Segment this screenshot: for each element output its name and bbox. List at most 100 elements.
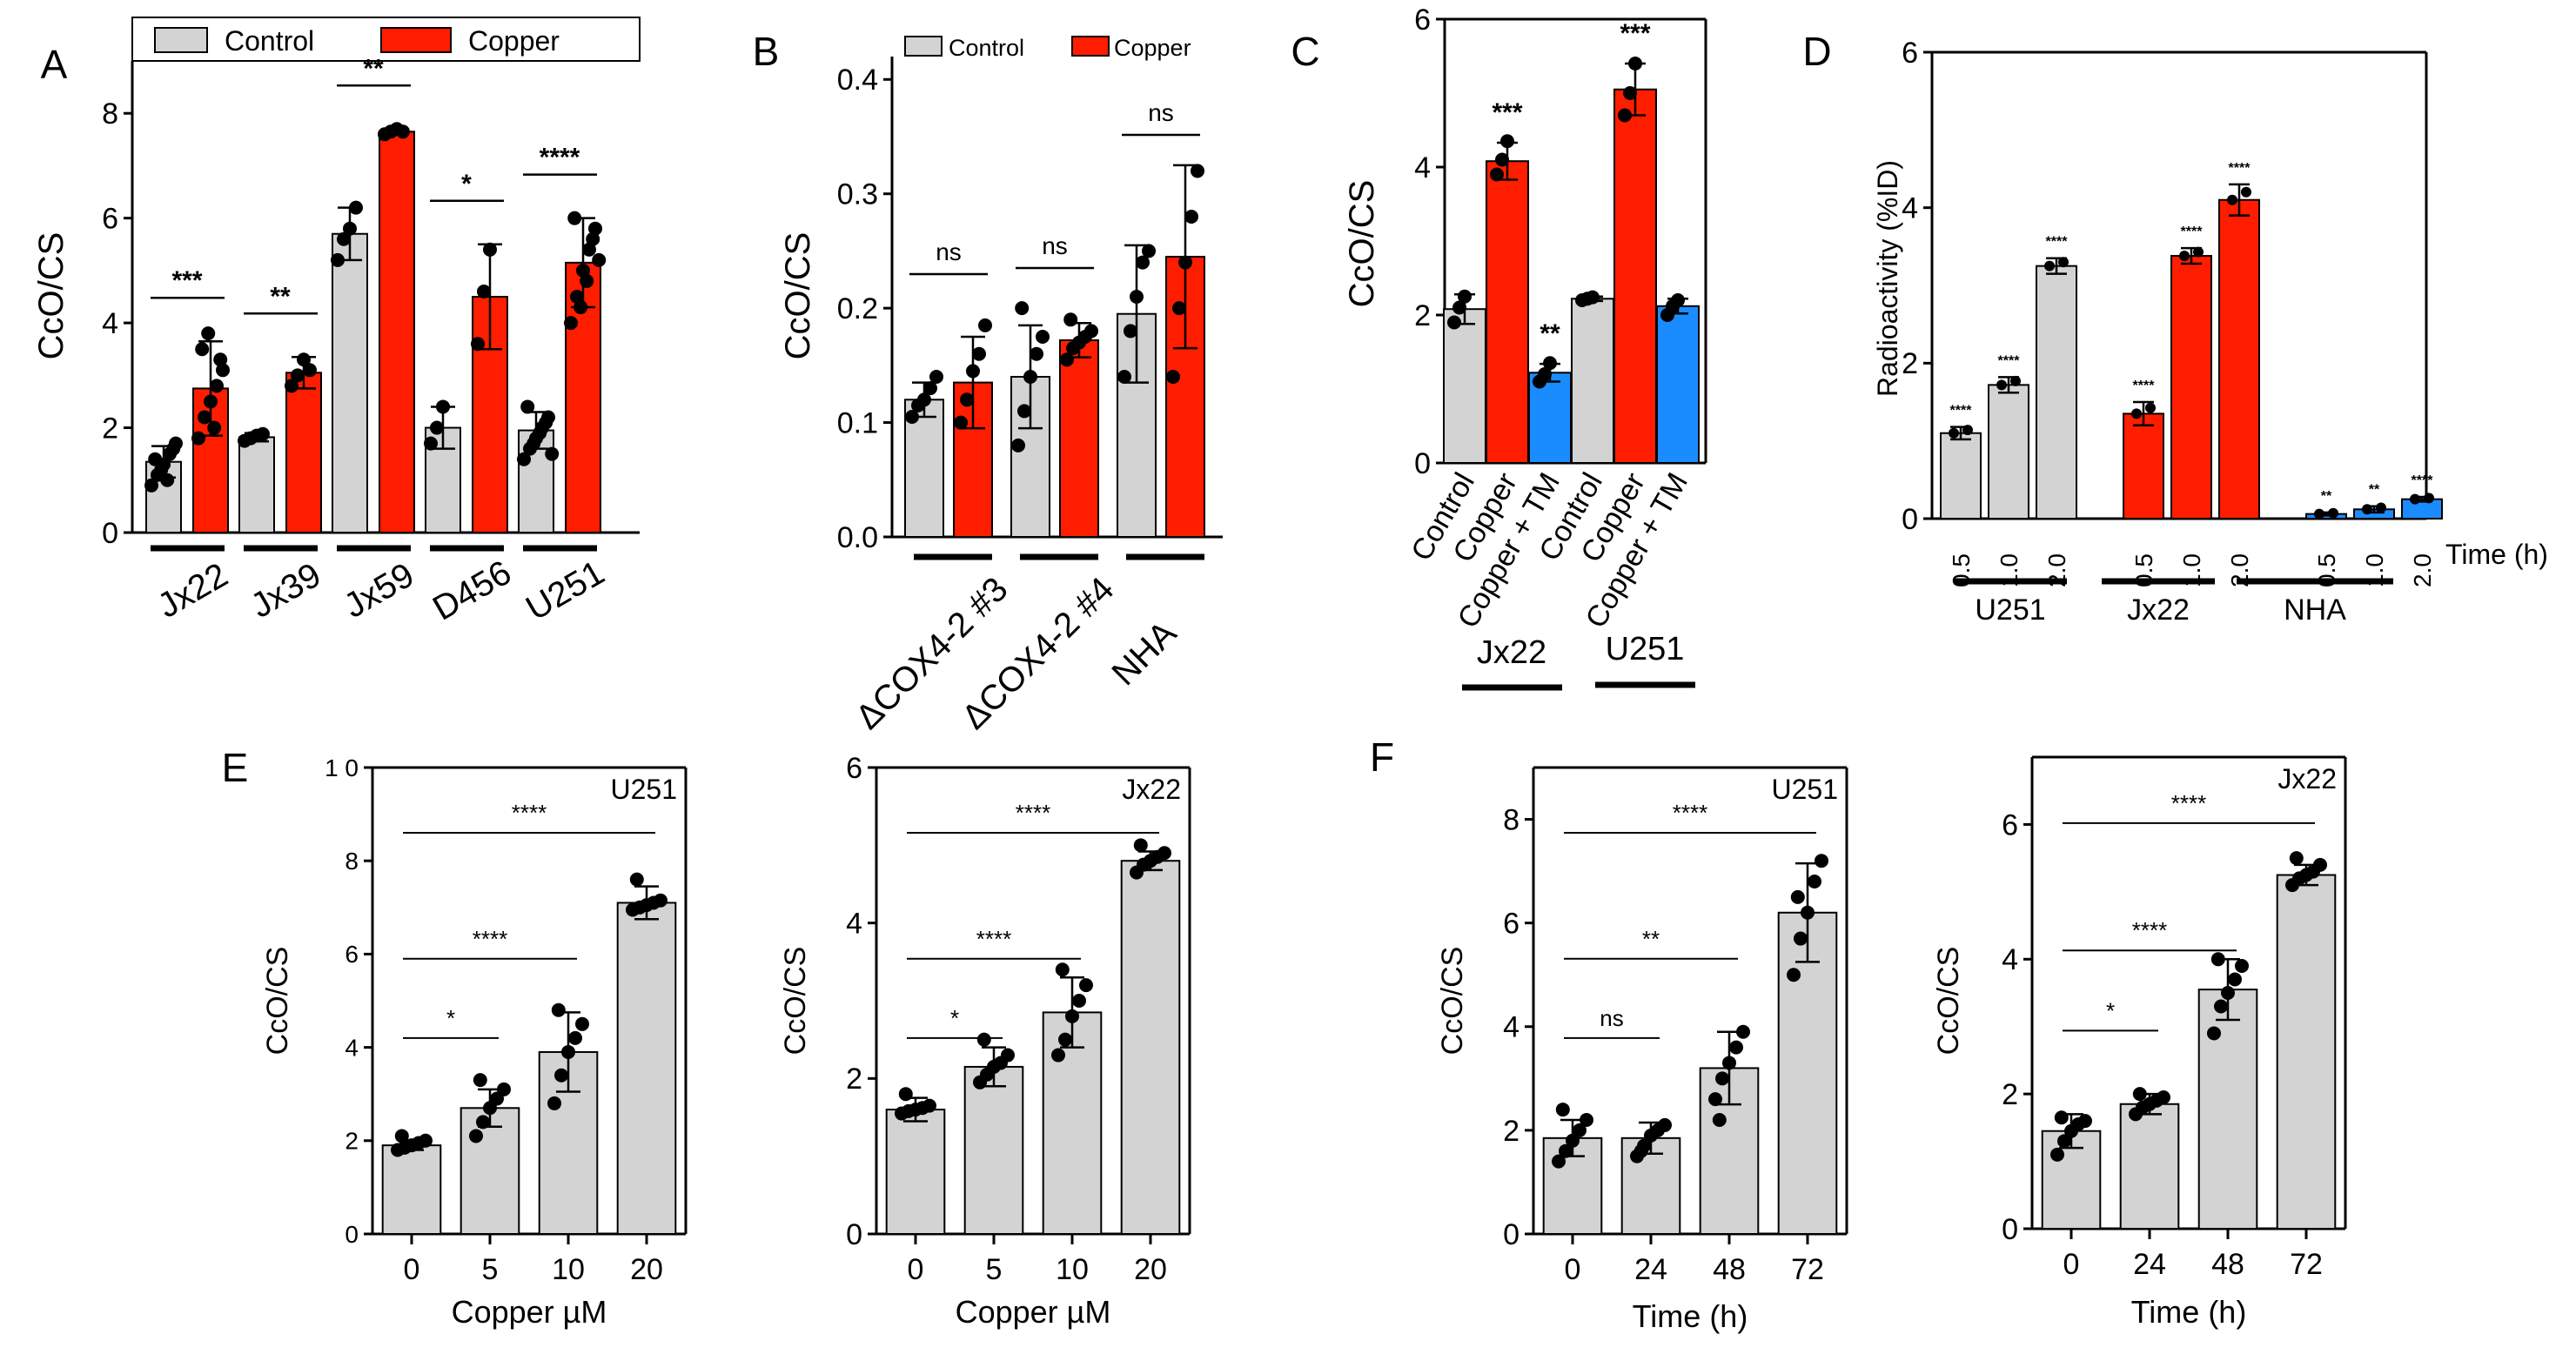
group-label: Jx22 (2127, 593, 2190, 627)
data-point (1580, 1112, 1593, 1127)
bar (381, 1144, 442, 1236)
data-point (629, 872, 644, 887)
significance-label: * (2106, 997, 2115, 1023)
y-tick-label: 4 (1902, 192, 1918, 225)
y-tick-label: 6 (345, 941, 359, 968)
data-point (148, 452, 163, 466)
x-tick-label: 10 (1056, 1253, 1089, 1286)
significance-label: **** (1016, 800, 1050, 826)
data-point (588, 221, 602, 236)
bar-control (1988, 384, 2029, 520)
y-tick-label: 2 (1902, 347, 1918, 380)
data-point (144, 478, 158, 493)
significance-label: ** (1642, 926, 1660, 952)
bar-copper (2170, 255, 2212, 520)
legend-label-copper: Copper (468, 25, 560, 57)
panel-label-e: E (222, 745, 249, 790)
significance-label: **** (2229, 161, 2251, 176)
significance-label: **** (2133, 379, 2156, 393)
data-point (1808, 875, 1821, 889)
y-axis-title: CcO/CS (779, 947, 812, 1056)
data-point (539, 415, 553, 430)
data-point (1736, 1024, 1750, 1039)
x-tick-label: 48 (2211, 1248, 2244, 1281)
y-tick-label: 2 (102, 412, 118, 445)
panel-label-d: D (1802, 29, 1831, 74)
data-point (1136, 255, 1150, 270)
x-tick-label: 72 (1791, 1253, 1824, 1286)
y-tick-label: 6 (1414, 3, 1431, 37)
bar-copper-tm (1528, 372, 1572, 464)
x-axis-title: Time (h) (2445, 539, 2548, 570)
bar-control (332, 232, 368, 533)
group-label: U251 (1975, 593, 2045, 627)
data-point (1790, 889, 1805, 904)
bar (2276, 874, 2337, 1230)
x-axis-title: Time (h) (1633, 1298, 1748, 1334)
data-point (1001, 1048, 1015, 1063)
y-tick-label: 6 (2002, 808, 2018, 841)
panel-label-a: A (41, 42, 68, 87)
group-label-jx22: Jx22 (1477, 634, 1546, 671)
data-point (1495, 152, 1509, 167)
y-tick-label: 6 (1902, 37, 1918, 70)
data-point (1815, 854, 1828, 868)
significance-label: **** (512, 800, 547, 826)
significance-label: **** (2181, 225, 2204, 239)
data-point (2157, 1090, 2170, 1105)
data-point (1015, 301, 1030, 316)
data-point (1142, 244, 1156, 258)
bar (885, 1109, 946, 1235)
data-point (476, 1115, 490, 1130)
data-point (1079, 978, 1093, 993)
data-point (1447, 315, 1461, 330)
panel-title: Jx22 (1122, 774, 1181, 805)
data-point (1452, 300, 1466, 315)
y-tick-label: 0.4 (837, 64, 878, 97)
data-point (1712, 1112, 1727, 1127)
data-point (978, 318, 992, 332)
y-tick-label: 2 (2002, 1078, 2018, 1111)
y-tick-label: 0 (345, 1221, 359, 1248)
x-axis-title: Time (h) (2131, 1294, 2247, 1330)
data-point (2214, 999, 2228, 1014)
x-tick-label: Jx22 (151, 556, 234, 626)
data-point (1051, 1048, 1065, 1063)
x-tick-label: 5 (986, 1253, 1003, 1286)
x-tick-label: 48 (1713, 1253, 1746, 1286)
data-point (198, 410, 211, 425)
data-point (2054, 1110, 2069, 1125)
significance-label: ns (1148, 99, 1174, 126)
y-tick-label: 8 (102, 97, 118, 131)
data-point (2410, 493, 2420, 505)
y-tick-label: 4 (2002, 943, 2018, 976)
y-tick-label: 8 (1503, 803, 1519, 836)
significance-label: **** (1998, 353, 2021, 368)
data-point (477, 284, 491, 298)
significance-label: * (446, 1005, 455, 1031)
legend-swatch-control (154, 27, 208, 53)
data-point (545, 446, 560, 461)
bar (2197, 989, 2258, 1230)
data-point (568, 1030, 582, 1045)
data-point (1794, 931, 1808, 946)
data-point (1555, 1103, 1570, 1117)
legend-label-control: Control (949, 35, 1024, 61)
data-point (2193, 246, 2204, 258)
data-point (1084, 324, 1098, 339)
data-point (2207, 1026, 2221, 1041)
data-point (1017, 404, 1031, 419)
bar-control (1940, 432, 1982, 520)
data-point (554, 1068, 568, 1083)
data-point (1058, 1032, 1072, 1047)
data-point (1191, 164, 1204, 178)
significance-label: ns (1600, 1005, 1623, 1031)
data-point (213, 352, 228, 367)
x-tick-label: 72 (2290, 1248, 2323, 1281)
bar-control (238, 436, 275, 534)
data-point (396, 124, 410, 139)
data-point (586, 231, 600, 246)
data-point (1559, 1143, 1573, 1158)
group-label-u251: U251 (1606, 631, 1685, 667)
panel-title: U251 (611, 774, 678, 805)
